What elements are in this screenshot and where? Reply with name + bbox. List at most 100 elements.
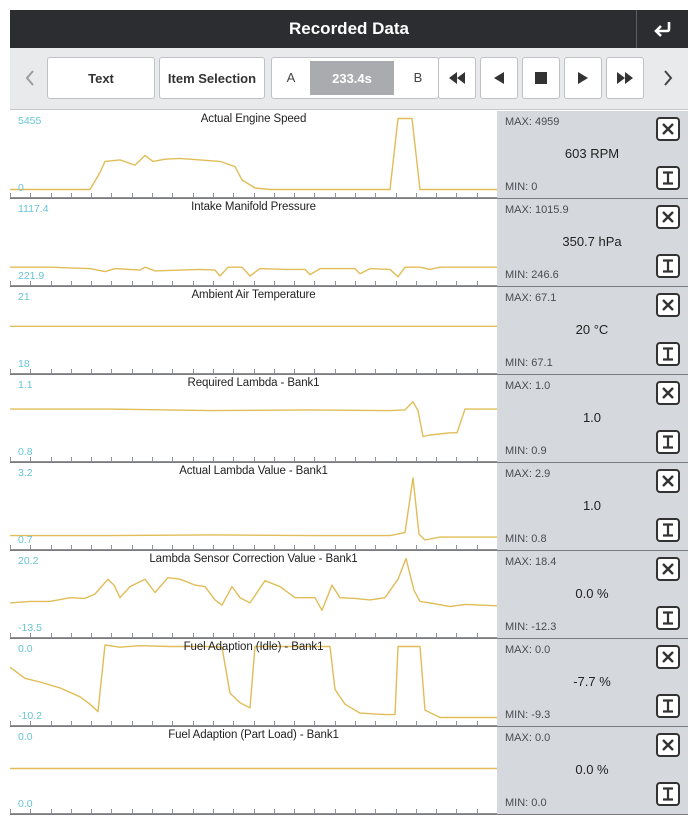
data-trace-line [10, 477, 497, 541]
value-panel: MAX: 2.9 1.0 MIN: 0.8 [497, 463, 688, 550]
y-axis-min: 0.0 [18, 798, 33, 810]
min-value: MIN: -12.3 [505, 621, 557, 633]
text-cursor-icon [663, 699, 673, 713]
graph-area[interactable]: Lambda Sensor Correction Value - Bank1 2… [10, 551, 497, 638]
data-row: Actual Engine Speed 5455 0 MAX: 4959 603… [10, 111, 688, 199]
remove-item-button[interactable] [656, 205, 680, 229]
max-value: MAX: 2.9 [505, 468, 551, 480]
stop-button[interactable] [522, 57, 560, 99]
trace-graph [10, 477, 497, 550]
graph-area[interactable]: Required Lambda - Bank1 1.1 0.8 [10, 375, 497, 462]
close-icon [662, 299, 674, 311]
y-axis-max: 0.0 [18, 643, 33, 655]
text-cursor-icon [663, 259, 673, 273]
value-panel: MAX: 1.0 1.0 MIN: 0.9 [497, 375, 688, 462]
trace-graph [10, 557, 497, 638]
ab-marker-group: A 233.4s B [271, 57, 439, 99]
min-value: MIN: 0.8 [505, 533, 547, 545]
prev-page-button[interactable] [16, 57, 44, 99]
close-icon [662, 211, 674, 223]
cursor-button[interactable] [656, 606, 680, 630]
graph-area[interactable]: Ambient Air Temperature 21 18 [10, 287, 497, 374]
y-axis-min: 0.7 [18, 534, 33, 546]
close-icon [662, 123, 674, 135]
y-axis-min: 221.9 [18, 270, 45, 282]
return-arrow-icon [653, 22, 670, 37]
current-value: 0.0 % [575, 762, 609, 777]
max-value: MAX: 0.0 [505, 644, 551, 656]
graph-area[interactable]: Actual Lambda Value - Bank1 3.2 0.7 [10, 463, 497, 550]
cursor-button[interactable] [656, 342, 680, 366]
current-value: 1.0 [582, 410, 602, 425]
parameter-name: Actual Engine Speed [200, 113, 307, 125]
graph-area[interactable]: Fuel Adaption (Idle) - Bank1 0.0 -10.2 [10, 639, 497, 726]
fast-forward-icon [617, 72, 633, 84]
back-button[interactable] [636, 10, 688, 48]
min-value: MIN: 246.6 [505, 269, 559, 281]
remove-item-button[interactable] [656, 117, 680, 141]
trace-graph [10, 767, 497, 814]
remove-item-button[interactable] [656, 733, 680, 757]
current-value: 20 °C [575, 322, 609, 337]
marker-b-button[interactable]: B [413, 70, 423, 85]
data-row: Ambient Air Temperature 21 18 MAX: 67.1 … [10, 287, 688, 375]
step-back-button[interactable] [480, 57, 518, 99]
cursor-button[interactable] [656, 430, 680, 454]
max-value: MAX: 1.0 [505, 380, 551, 392]
y-axis-max: 1.1 [18, 379, 33, 391]
graph-area[interactable]: Intake Manifold Pressure 1117.4 221.9 [10, 199, 497, 286]
marker-a-button[interactable]: A [286, 70, 296, 85]
fast-forward-button[interactable] [606, 57, 644, 99]
value-panel: MAX: 1015.9 350.7 hPa MIN: 246.6 [497, 199, 688, 286]
data-trace-line [10, 266, 497, 278]
max-value: MAX: 1015.9 [505, 204, 569, 216]
data-row: Intake Manifold Pressure 1117.4 221.9 MA… [10, 199, 688, 287]
text-cursor-icon [663, 171, 673, 185]
graph-area[interactable]: Actual Engine Speed 5455 0 [10, 111, 497, 198]
min-value: MIN: -9.3 [505, 709, 551, 721]
parameter-name: Lambda Sensor Correction Value - Bank1 [149, 553, 358, 565]
cursor-button[interactable] [656, 254, 680, 278]
current-value: -7.7 % [573, 674, 611, 689]
max-value: MAX: 4959 [505, 116, 560, 128]
remove-item-button[interactable] [656, 557, 680, 581]
step-back-icon [494, 72, 504, 84]
data-row: Lambda Sensor Correction Value - Bank1 2… [10, 551, 688, 639]
y-axis-max: 20.2 [18, 555, 39, 567]
y-axis-max: 0.0 [18, 731, 33, 743]
cursor-button[interactable] [656, 694, 680, 718]
remove-item-button[interactable] [656, 645, 680, 669]
min-value: MIN: 0.9 [505, 445, 547, 457]
min-value: MIN: 0 [505, 181, 538, 193]
rewind-button[interactable] [438, 57, 476, 99]
chevron-right-icon [664, 70, 673, 86]
parameter-name: Fuel Adaption (Part Load) - Bank1 [168, 729, 339, 741]
graph-area[interactable]: Fuel Adaption (Part Load) - Bank1 0.0 0.… [10, 727, 497, 814]
remove-item-button[interactable] [656, 469, 680, 493]
data-row: Required Lambda - Bank1 1.1 0.8 MAX: 1.0… [10, 375, 688, 463]
data-row: Fuel Adaption (Part Load) - Bank1 0.0 0.… [10, 727, 688, 815]
text-button[interactable]: Text [47, 57, 155, 99]
remove-item-button[interactable] [656, 293, 680, 317]
y-axis-min: 18 [18, 358, 30, 370]
min-value: MIN: 67.1 [505, 357, 553, 369]
remove-item-button[interactable] [656, 381, 680, 405]
trace-graph [10, 401, 497, 462]
next-page-button[interactable] [654, 57, 682, 99]
text-cursor-icon [663, 787, 673, 801]
parameter-name: Actual Lambda Value - Bank1 [179, 465, 328, 477]
play-button[interactable] [564, 57, 602, 99]
cursor-button[interactable] [656, 782, 680, 806]
data-trace-line [10, 644, 497, 719]
cursor-button[interactable] [656, 166, 680, 190]
max-value: MAX: 67.1 [505, 292, 557, 304]
trace-graph [10, 266, 497, 286]
y-axis-min: 0 [18, 182, 24, 194]
y-axis-max: 5455 [18, 115, 42, 127]
close-icon [662, 563, 674, 575]
cursor-button[interactable] [656, 518, 680, 542]
item-selection-button[interactable]: Item Selection [159, 57, 265, 99]
value-panel: MAX: 0.0 -7.7 % MIN: -9.3 [497, 639, 688, 726]
min-value: MIN: 0.0 [505, 797, 547, 809]
parameter-name: Required Lambda - Bank1 [187, 377, 320, 389]
